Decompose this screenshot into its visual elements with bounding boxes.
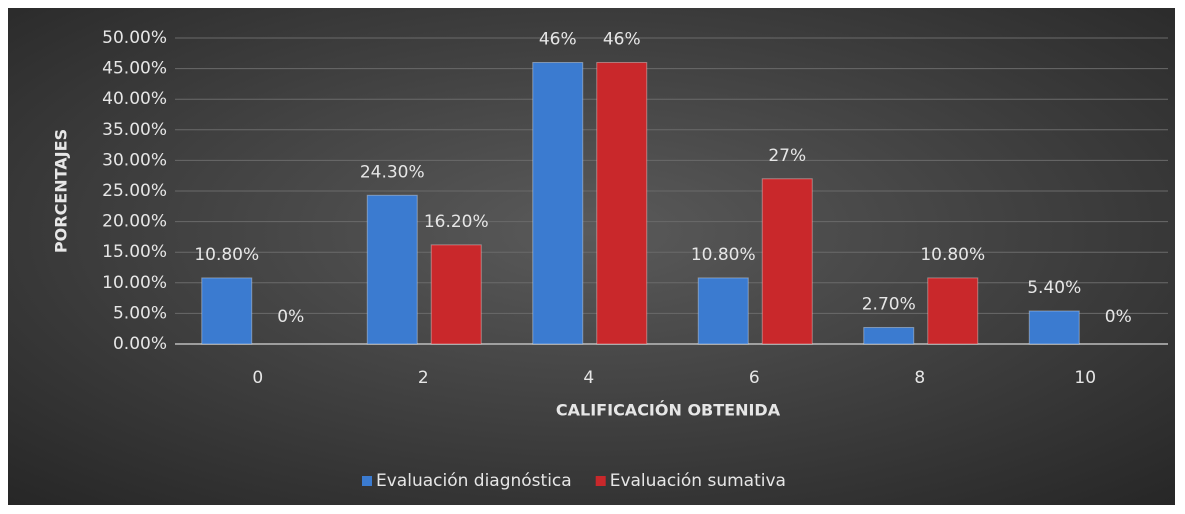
data-label: 10.80%	[691, 245, 756, 265]
y-tick-label: 30.00%	[102, 150, 167, 170]
data-label: 0%	[277, 307, 304, 327]
data-label: 27%	[768, 146, 806, 166]
legend-swatch	[362, 476, 372, 486]
x-axis-title: CALIFICACIÓN OBTENIDA	[556, 401, 781, 420]
data-label: 46%	[603, 29, 641, 49]
bar	[761, 178, 813, 345]
data-label: 24.30%	[360, 162, 425, 182]
legend-label: Evaluación diagnóstica	[376, 471, 572, 491]
bar	[430, 244, 482, 345]
bar	[863, 326, 915, 345]
x-tick-label: 6	[749, 368, 760, 388]
y-tick-label: 35.00%	[102, 120, 167, 140]
bar	[201, 277, 253, 345]
data-label: 10.80%	[920, 245, 985, 265]
x-tick-label: 4	[583, 368, 594, 388]
y-tick-label: 50.00%	[102, 28, 167, 48]
x-tick-label: 2	[418, 368, 429, 388]
y-tick-label: 20.00%	[102, 212, 167, 232]
chart-background	[8, 8, 1175, 505]
x-tick-label: 10	[1074, 368, 1096, 388]
legend-label: Evaluación sumativa	[610, 471, 786, 491]
y-tick-label: 25.00%	[102, 181, 167, 201]
data-label: 0%	[1105, 307, 1132, 327]
legend-swatch	[595, 476, 606, 486]
data-label: 5.40%	[1027, 278, 1081, 298]
y-tick-label: 45.00%	[102, 59, 167, 79]
y-tick-label: 40.00%	[102, 89, 167, 109]
bar	[596, 61, 648, 345]
data-label: 2.70%	[862, 294, 916, 314]
y-tick-label: 15.00%	[102, 242, 167, 262]
x-tick-label: 0	[252, 368, 263, 388]
y-tick-label: 0.00%	[113, 334, 167, 354]
x-tick-label: 8	[914, 368, 925, 388]
y-axis-title: PORCENTAJES	[52, 129, 71, 253]
bar	[697, 277, 749, 345]
y-tick-label: 10.00%	[102, 273, 167, 293]
y-tick-label: 5.00%	[113, 303, 167, 323]
bar	[366, 194, 418, 345]
bar	[927, 277, 979, 345]
data-label: 16.20%	[424, 212, 489, 232]
data-label: 10.80%	[194, 245, 259, 265]
bar	[1028, 310, 1080, 345]
bar	[532, 61, 584, 345]
data-label: 46%	[539, 29, 577, 49]
